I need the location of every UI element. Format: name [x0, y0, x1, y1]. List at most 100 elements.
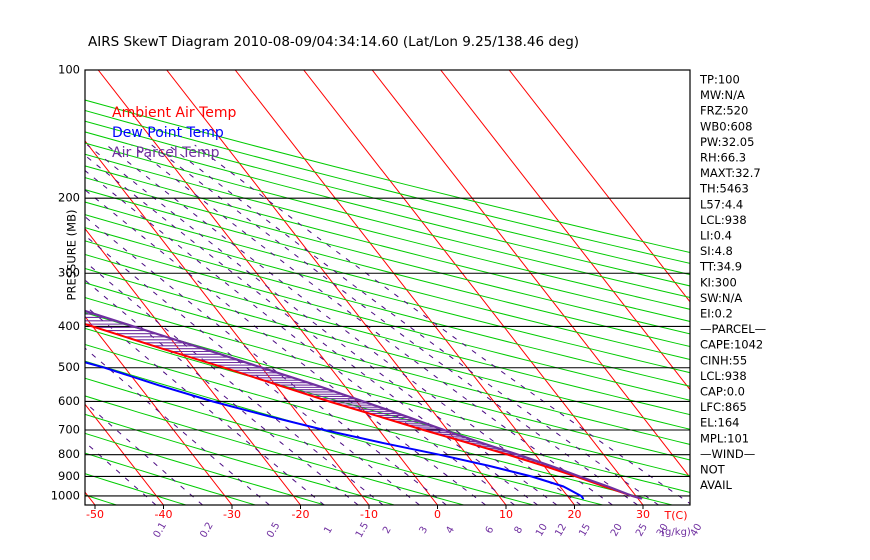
dew-point-curve — [85, 361, 584, 500]
bottom-temp-tick--50: -50 — [86, 508, 104, 521]
mixing-ratio-tick-12: 12 — [553, 522, 569, 539]
mixing-ratio-tick-1.5: 1.5 — [354, 521, 371, 540]
stat-line: CAPE:1042 — [700, 338, 763, 352]
isotherm--40 — [85, 403, 164, 505]
stat-line: TH:5463 — [699, 182, 749, 196]
legend-item-dew-point-temp: Dew Point Temp — [112, 125, 224, 141]
stat-line: —WIND— — [700, 447, 755, 461]
stat-line: LCL:938 — [700, 213, 747, 227]
dry-adiabat--20 — [85, 432, 325, 505]
mixing-ratio-0.2 — [85, 401, 203, 505]
dry-adiabat--30 — [85, 452, 256, 505]
dry-adiabat-70 — [85, 282, 690, 445]
dry-adiabat-140 — [85, 189, 690, 348]
pressure-tick-200: 200 — [58, 191, 80, 205]
mixing-ratio-tick-20: 20 — [609, 522, 625, 539]
dry-adiabat--50 — [85, 494, 117, 505]
mixing-ratio-25 — [151, 144, 638, 505]
bottom-temp-tick-0: 0 — [434, 508, 441, 521]
temperature-axis-label: T(C) — [664, 509, 688, 522]
dry-adiabat-200 — [85, 120, 690, 276]
bottom-temp-tick-30: 30 — [636, 508, 650, 521]
stat-line: MW:N/A — [700, 88, 745, 102]
dry-adiabat-40 — [85, 327, 690, 493]
pressure-tick-600: 600 — [58, 394, 80, 408]
isotherm-30 — [303, 70, 644, 505]
stat-line: NOT — [700, 463, 726, 477]
isotherm-50 — [440, 70, 690, 391]
pressure-tick-1000: 1000 — [51, 488, 80, 502]
dry-adiabat-160 — [85, 165, 690, 322]
dry-adiabat-150 — [85, 177, 690, 335]
isotherm--60 — [0, 70, 27, 505]
bottom-temp-tick-20: 20 — [568, 508, 582, 521]
mixing-ratio-tick-15: 15 — [577, 522, 593, 539]
dry-adiabat-180 — [85, 142, 690, 299]
stat-line: PW:32.05 — [700, 135, 754, 149]
stat-line: SI:4.8 — [700, 244, 733, 258]
stat-line: EI:0.2 — [700, 307, 733, 321]
sounding-profiles — [85, 309, 643, 500]
mixing-ratio-tick-40: 40 — [689, 522, 705, 539]
mixing-ratio-tick-0.5: 0.5 — [265, 521, 282, 540]
ambient-temperature-curve — [85, 322, 643, 500]
page-title: AIRS SkewT Diagram 2010-08-09/04:34:14.6… — [88, 34, 579, 50]
mixing-ratio-tick-2: 2 — [381, 525, 394, 536]
dry-adiabat-120 — [85, 214, 690, 374]
dry-adiabat-190 — [85, 131, 690, 287]
dry-adiabat-170 — [85, 153, 690, 310]
dry-adiabat-30 — [85, 344, 673, 505]
dry-adiabat-110 — [85, 227, 690, 387]
pressure-tick-700: 700 — [58, 422, 80, 436]
bottom-temp-tick--30: -30 — [223, 508, 241, 521]
legend-item-ambient-air-temp: Ambient Air Temp — [112, 105, 237, 121]
dry-adiabat-60 — [85, 297, 690, 461]
isobar-lines — [85, 70, 690, 497]
bottom-temp-tick--10: -10 — [360, 508, 378, 521]
stat-line: —PARCEL— — [700, 322, 766, 336]
stat-line: LCL:938 — [700, 369, 747, 383]
mixing-ratio-tick-6: 6 — [484, 525, 497, 536]
mixing-ratio-tick-0.2: 0.2 — [198, 521, 215, 540]
stat-line: SW:N/A — [700, 291, 742, 305]
stat-line: RH:66.3 — [700, 151, 746, 165]
mixing-ratio-30 — [167, 144, 659, 505]
mixing-ratio-tick-3: 3 — [418, 525, 431, 536]
stat-line: AVAIL — [700, 478, 733, 492]
pressure-tick-100: 100 — [58, 63, 80, 77]
dry-adiabat-50 — [85, 312, 690, 477]
pressure-tick-400: 400 — [58, 319, 80, 333]
mixing-ratio-tick-0.1: 0.1 — [152, 521, 169, 540]
stat-line: TT:34.9 — [699, 260, 742, 274]
stat-line: L57:4.4 — [700, 197, 743, 211]
mixing-ratio-tick-1: 1 — [322, 525, 335, 536]
bottom-temperature-axis: -50 -40 -30 -20 -10 0 10 20 30 — [86, 505, 650, 521]
stat-line: WB0:608 — [700, 119, 752, 133]
chart-gridlines — [0, 62, 690, 505]
bottom-temp-tick--40: -40 — [155, 508, 173, 521]
stat-line: KI:300 — [700, 275, 737, 289]
stat-line: CAP:0.0 — [700, 385, 745, 399]
pressure-axis: 100 200 300 400 500 600 700 800 900 1000 — [51, 63, 80, 503]
mixing-ratio-12 — [86, 144, 558, 505]
dry-adiabat-100 — [85, 240, 690, 401]
mixing-ratio-axis-label: (g/kg) — [661, 527, 691, 538]
stat-line: MPL:101 — [700, 431, 749, 445]
bottom-temp-tick--20: -20 — [292, 508, 310, 521]
dry-adiabat-210 — [85, 109, 690, 264]
dry-adiabat-80 — [85, 267, 690, 430]
air-parcel-curve — [85, 309, 643, 500]
dry-adiabat-0 — [85, 395, 464, 505]
mixing-ratio-tick-8: 8 — [513, 525, 526, 536]
isotherm-20 — [234, 70, 575, 505]
dry-adiabat-220 — [85, 99, 690, 254]
dry-adiabat-90 — [85, 253, 690, 416]
isotherm-60 — [508, 70, 690, 303]
dry-adiabat--60 — [0, 62, 47, 505]
plot-frame — [84, 69, 691, 506]
stat-line: LFC:865 — [700, 400, 747, 414]
isotherm-40 — [371, 70, 690, 479]
mixing-ratio-tick-25: 25 — [634, 522, 650, 539]
pressure-axis-label: PRESSURE (MB) — [65, 210, 79, 301]
